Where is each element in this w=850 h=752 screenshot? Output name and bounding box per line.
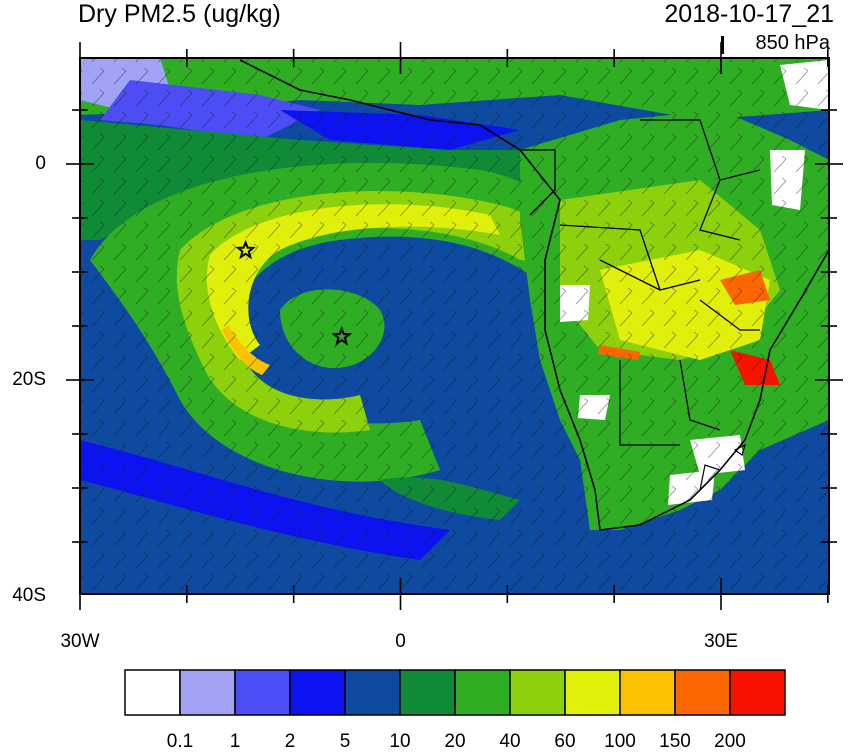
colorbar-swatch [399,669,456,716]
colorbar-label: 10 [389,731,411,752]
colorbar-swatch [234,669,291,716]
marker-layer [235,239,353,346]
level-marker [721,36,724,54]
axis-ticks [66,42,843,610]
x-tick-label: 30E [704,631,738,652]
colorbar-label: 100 [604,731,636,752]
colorbar-swatch [289,669,346,716]
map-datetime: 2018-10-17_21 [664,0,834,28]
x-tick-label: 0 [395,631,406,652]
colorbar-label: 2 [284,731,296,752]
y-tick-label: 0 [35,153,46,174]
colorbar-label: 150 [659,731,691,752]
colorbar-swatch [179,669,236,716]
colorbar-swatch [344,669,401,716]
colorbar-swatch [124,669,181,716]
x-tick-label: 30W [60,631,100,652]
colorbar-label: 0.1 [166,731,194,752]
colorbar-swatch [619,669,676,716]
colorbar-label: 200 [714,731,746,752]
star-icon [235,239,256,260]
colorbar-label: 1 [229,731,241,752]
colorbar-swatch [509,669,566,716]
colorbar-swatch [454,669,511,716]
colorbar-label: 20 [444,731,466,752]
colorbar-label: 60 [554,731,576,752]
colorbar-swatch [674,669,731,716]
colorbar-swatch [729,669,786,716]
colorbar-swatch [564,669,621,716]
pressure-level: 850 hPa [755,32,830,54]
colorbar-label: 5 [339,731,351,752]
colorbar-label: 40 [499,731,521,752]
y-tick-label: 40S [12,585,46,606]
pm25-field [80,58,829,594]
map-title: Dry PM2.5 (ug/kg) [78,0,281,28]
colorbar [124,669,786,716]
y-tick-label: 20S [12,369,46,390]
star-icon [331,326,353,346]
